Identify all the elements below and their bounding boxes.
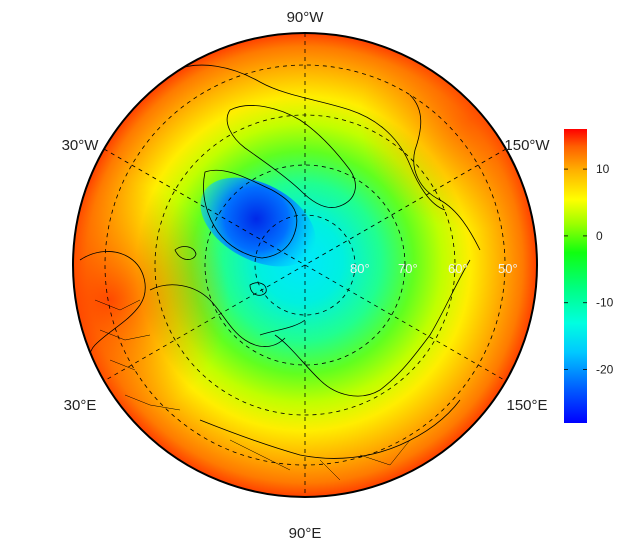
colorbar-tick-label: -20 <box>596 363 614 377</box>
warm-anomaly-west <box>0 180 230 420</box>
lon-label-90e: 90°E <box>289 525 322 542</box>
lon-label-30w: 30°W <box>62 137 100 154</box>
lat-label-80: 80° <box>350 261 370 276</box>
colorbar-gradient <box>564 129 587 423</box>
lat-label-60: 60° <box>448 261 468 276</box>
lon-label-150e: 150°E <box>506 397 547 414</box>
colorbar-tick-label: 10 <box>596 162 610 176</box>
colorbar-tick-label: -10 <box>596 296 614 310</box>
warm-anomaly-east <box>360 10 580 230</box>
lat-label-50: 50° <box>498 261 518 276</box>
lon-label-90w: 90°W <box>287 9 325 26</box>
map-disk <box>0 10 580 497</box>
colorbar-tick-label: 0 <box>596 229 603 243</box>
colorbar: 10 0 -10 -20 <box>564 129 614 423</box>
lon-label-150w: 150°W <box>504 137 550 154</box>
lon-label-30e: 30°E <box>64 397 97 414</box>
lat-label-70: 70° <box>398 261 418 276</box>
